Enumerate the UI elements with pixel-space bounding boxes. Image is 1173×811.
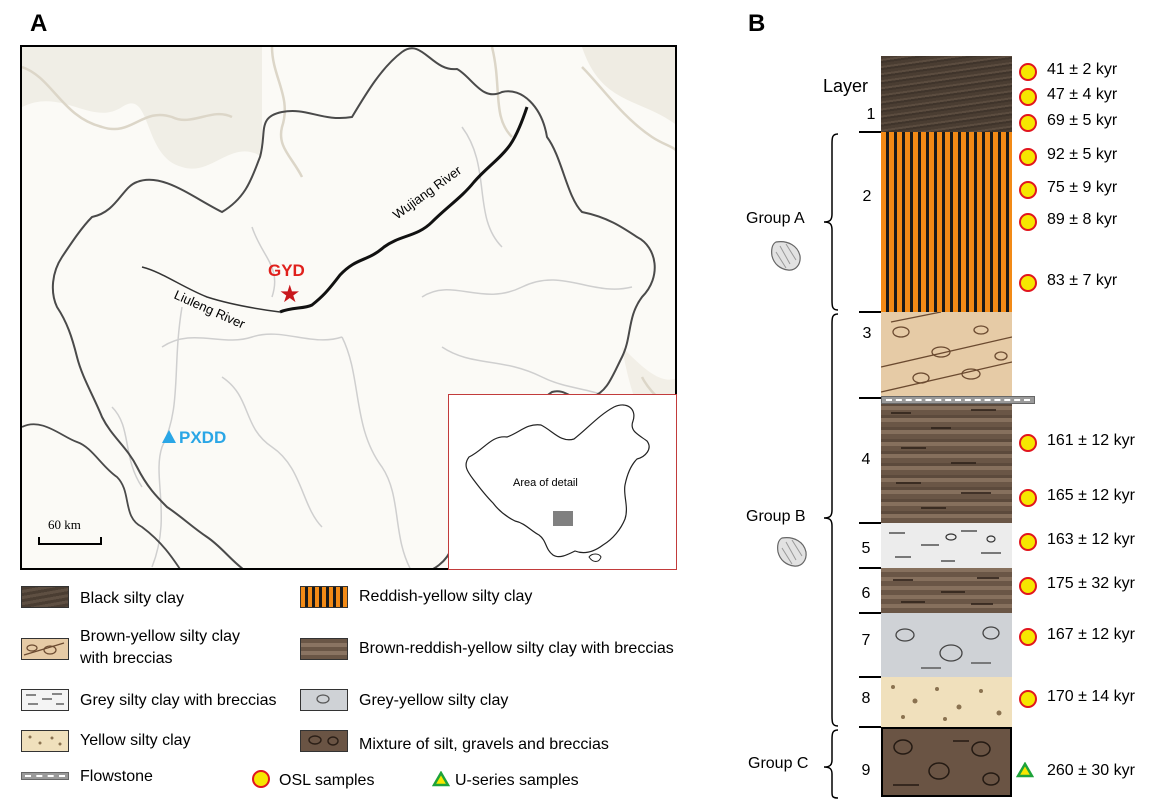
sample-age: 41 ± 2 kyr xyxy=(1047,61,1118,78)
legend-swatch-brown-yellow xyxy=(21,638,69,660)
star-icon: ★ xyxy=(279,281,301,308)
layer-number: 4 xyxy=(861,451,871,468)
osl-sample-marker xyxy=(1019,577,1037,595)
stone-tool-icon xyxy=(771,241,801,271)
sample-age: 260 ± 30 kyr xyxy=(1047,762,1135,779)
sample-age: 75 ± 9 kyr xyxy=(1047,179,1118,196)
gyd-site-label: GYD xyxy=(268,261,305,280)
osl-sample-marker xyxy=(1019,181,1037,199)
legend-label-black: Black silty clay xyxy=(80,590,185,607)
scale-bar xyxy=(38,537,102,545)
regional-map: Wujiang River Liuleng River GYD ★ PXDD 6… xyxy=(20,45,677,570)
legend-label-reddish: Reddish-yellow silty clay xyxy=(359,588,533,605)
layer-5-block xyxy=(881,523,1012,568)
legend-swatch-yellow xyxy=(21,730,69,752)
layer-number: 9 xyxy=(861,762,871,779)
sample-age: 167 ± 12 kyr xyxy=(1047,626,1135,643)
osl-sample-marker xyxy=(1019,489,1037,507)
layer-4-block xyxy=(881,398,1012,523)
legend-label-osl: OSL samples xyxy=(279,772,375,789)
osl-sample-marker xyxy=(1019,274,1037,292)
legend-label-brown-reddish: Brown-reddish-yellow silty clay with bre… xyxy=(359,640,674,657)
sample-age: 161 ± 12 kyr xyxy=(1047,432,1135,449)
layer-number: 8 xyxy=(861,690,871,707)
layer-8-block xyxy=(881,677,1012,727)
useries-sample-marker xyxy=(1015,761,1035,783)
sample-age: 163 ± 12 kyr xyxy=(1047,531,1135,548)
legend-label-mixture: Mixture of silt, gravels and breccias xyxy=(359,736,609,753)
osl-circle-icon xyxy=(252,770,270,788)
layer-2-block xyxy=(881,132,1012,312)
scale-bar-label: 60 km xyxy=(48,517,81,532)
sample-age: 92 ± 5 kyr xyxy=(1047,146,1118,163)
legend-label-useries: U-series samples xyxy=(455,772,579,789)
sample-age: 170 ± 14 kyr xyxy=(1047,688,1135,705)
group-c-label: Group C xyxy=(748,755,809,772)
legend-label-brown-yellow-line1: Brown-yellow silty clay xyxy=(80,628,241,645)
legend-label-brown-yellow-line2: with breccias xyxy=(80,650,173,667)
osl-sample-marker xyxy=(1019,148,1037,166)
layer-3-block xyxy=(880,311,1013,398)
china-outline xyxy=(465,404,650,562)
layer-number: 7 xyxy=(861,632,871,649)
layer-number: 1 xyxy=(866,106,876,123)
sample-age: 165 ± 12 kyr xyxy=(1047,487,1135,504)
area-of-detail-marker xyxy=(553,511,573,526)
legend-swatch-mixture xyxy=(300,730,348,752)
china-inset-map: Area of detail xyxy=(448,394,677,570)
osl-sample-marker xyxy=(1019,114,1037,132)
osl-sample-marker xyxy=(1019,628,1037,646)
panel-b-letter: B xyxy=(748,10,766,37)
triangle-icon xyxy=(162,430,176,443)
legend-swatch-grey xyxy=(21,689,69,711)
sample-age: 69 ± 5 kyr xyxy=(1047,112,1118,129)
legend-swatch-flowstone xyxy=(21,772,69,780)
legend-swatch-black xyxy=(21,586,69,608)
layer-number: 5 xyxy=(861,540,871,557)
legend-label-flowstone: Flowstone xyxy=(80,768,153,785)
panel-a-letter: A xyxy=(30,10,48,37)
sample-age: 175 ± 32 kyr xyxy=(1047,575,1135,592)
osl-sample-marker xyxy=(1019,213,1037,231)
layer-7-block xyxy=(881,613,1012,677)
osl-sample-marker xyxy=(1019,88,1037,106)
osl-sample-marker xyxy=(1019,63,1037,81)
legend-label-yellow: Yellow silty clay xyxy=(80,732,191,749)
layer-9-block xyxy=(881,727,1012,797)
stone-tool-icon xyxy=(777,537,807,567)
sample-age: 83 ± 7 kyr xyxy=(1047,272,1118,289)
layer-1-block xyxy=(881,56,1012,132)
sample-age: 47 ± 4 kyr xyxy=(1047,86,1118,103)
useries-triangle-icon xyxy=(431,770,451,792)
osl-sample-marker xyxy=(1019,434,1037,452)
layer-boundary-ticks xyxy=(859,131,881,728)
layer-number: 6 xyxy=(861,585,871,602)
sample-age: 89 ± 8 kyr xyxy=(1047,211,1118,228)
legend-swatch-grey-yellow xyxy=(300,689,348,711)
osl-sample-marker xyxy=(1019,533,1037,551)
osl-sample-marker xyxy=(1019,690,1037,708)
layer-6-block xyxy=(881,568,1012,613)
layer-number: 3 xyxy=(862,325,872,342)
legend-label-grey: Grey silty clay with breccias xyxy=(80,692,277,709)
group-a-label: Group A xyxy=(746,210,805,227)
layer-title: Layer xyxy=(823,76,869,96)
inset-area-label: Area of detail xyxy=(513,477,578,489)
flowstone-bar xyxy=(881,396,1035,404)
legend-label-grey-yellow: Grey-yellow silty clay xyxy=(359,692,509,709)
group-b-label: Group B xyxy=(746,508,806,525)
layer-number: 2 xyxy=(862,188,872,205)
group-brackets xyxy=(823,133,839,799)
legend-swatch-brown-reddish xyxy=(300,638,348,660)
legend-swatch-reddish xyxy=(300,586,348,608)
pxdd-site-label: PXDD xyxy=(179,428,227,447)
